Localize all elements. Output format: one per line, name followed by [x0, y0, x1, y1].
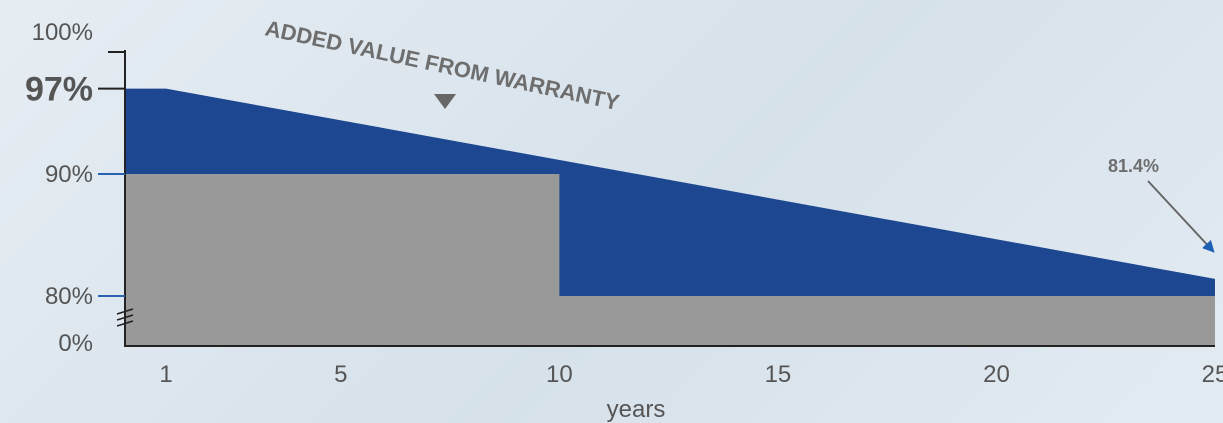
y-tick-label-90: 90% [45, 161, 93, 188]
x-axis-title: years [607, 396, 666, 423]
y-tick-label-80: 80% [45, 283, 93, 310]
step-warranty-area [125, 174, 1215, 346]
x-tick-label-1: 1 [159, 361, 172, 388]
x-tick-label-20: 20 [983, 361, 1010, 388]
added-value-annotation: ADDED VALUE FROM WARRANTY [263, 15, 622, 115]
added-value-arrow-icon [434, 94, 456, 109]
x-tick-label-25: 25 [1202, 361, 1223, 388]
end-value-pointer-icon [1147, 180, 1215, 253]
axis-break-icon [116, 308, 134, 327]
end-value-label: 81.4% [1108, 156, 1159, 176]
x-tick-label-10: 10 [546, 361, 573, 388]
x-tick-label-15: 15 [765, 361, 792, 388]
end-value-annotation: 81.4% [1108, 156, 1215, 253]
y-tick-label-100: 100% [32, 19, 93, 46]
y-tick-label-0: 0% [58, 330, 93, 357]
y-tick-label-97: 97% [25, 71, 93, 109]
x-tick-label-5: 5 [334, 361, 347, 388]
